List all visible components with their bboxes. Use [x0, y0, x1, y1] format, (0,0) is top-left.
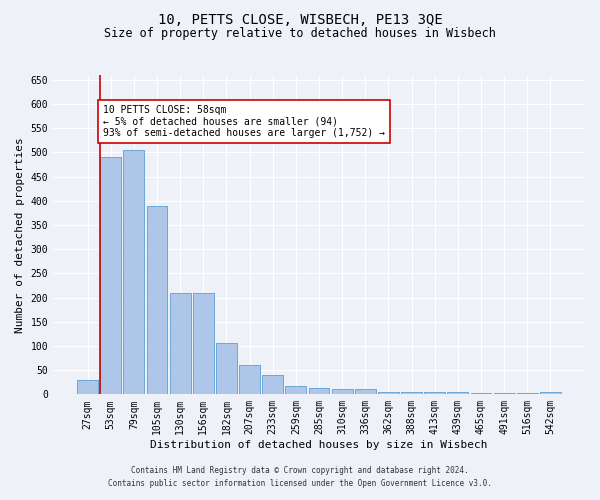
Bar [540, 392, 561, 394]
Bar [216, 342, 237, 394]
Bar [424, 392, 445, 394]
Bar [332, 388, 353, 394]
Bar [470, 393, 491, 394]
Text: 10 PETTS CLOSE: 58sqm
← 5% of detached houses are smaller (94)
93% of semi-detac: 10 PETTS CLOSE: 58sqm ← 5% of detached h… [103, 105, 385, 138]
Bar [448, 392, 468, 394]
Bar [355, 390, 376, 394]
X-axis label: Distribution of detached houses by size in Wisbech: Distribution of detached houses by size … [150, 440, 488, 450]
Bar [517, 393, 538, 394]
Bar [146, 206, 167, 394]
Bar [77, 380, 98, 394]
Bar [170, 292, 191, 394]
Bar [262, 375, 283, 394]
Bar [286, 386, 306, 394]
Bar [378, 392, 399, 394]
Bar [401, 392, 422, 394]
Bar [100, 158, 121, 394]
Bar [124, 150, 145, 394]
Bar [308, 388, 329, 394]
Y-axis label: Number of detached properties: Number of detached properties [15, 137, 25, 332]
Bar [193, 292, 214, 394]
Text: Size of property relative to detached houses in Wisbech: Size of property relative to detached ho… [104, 28, 496, 40]
Text: Contains HM Land Registry data © Crown copyright and database right 2024.
Contai: Contains HM Land Registry data © Crown c… [108, 466, 492, 487]
Bar [239, 366, 260, 394]
Text: 10, PETTS CLOSE, WISBECH, PE13 3QE: 10, PETTS CLOSE, WISBECH, PE13 3QE [158, 12, 442, 26]
Bar [494, 393, 515, 394]
